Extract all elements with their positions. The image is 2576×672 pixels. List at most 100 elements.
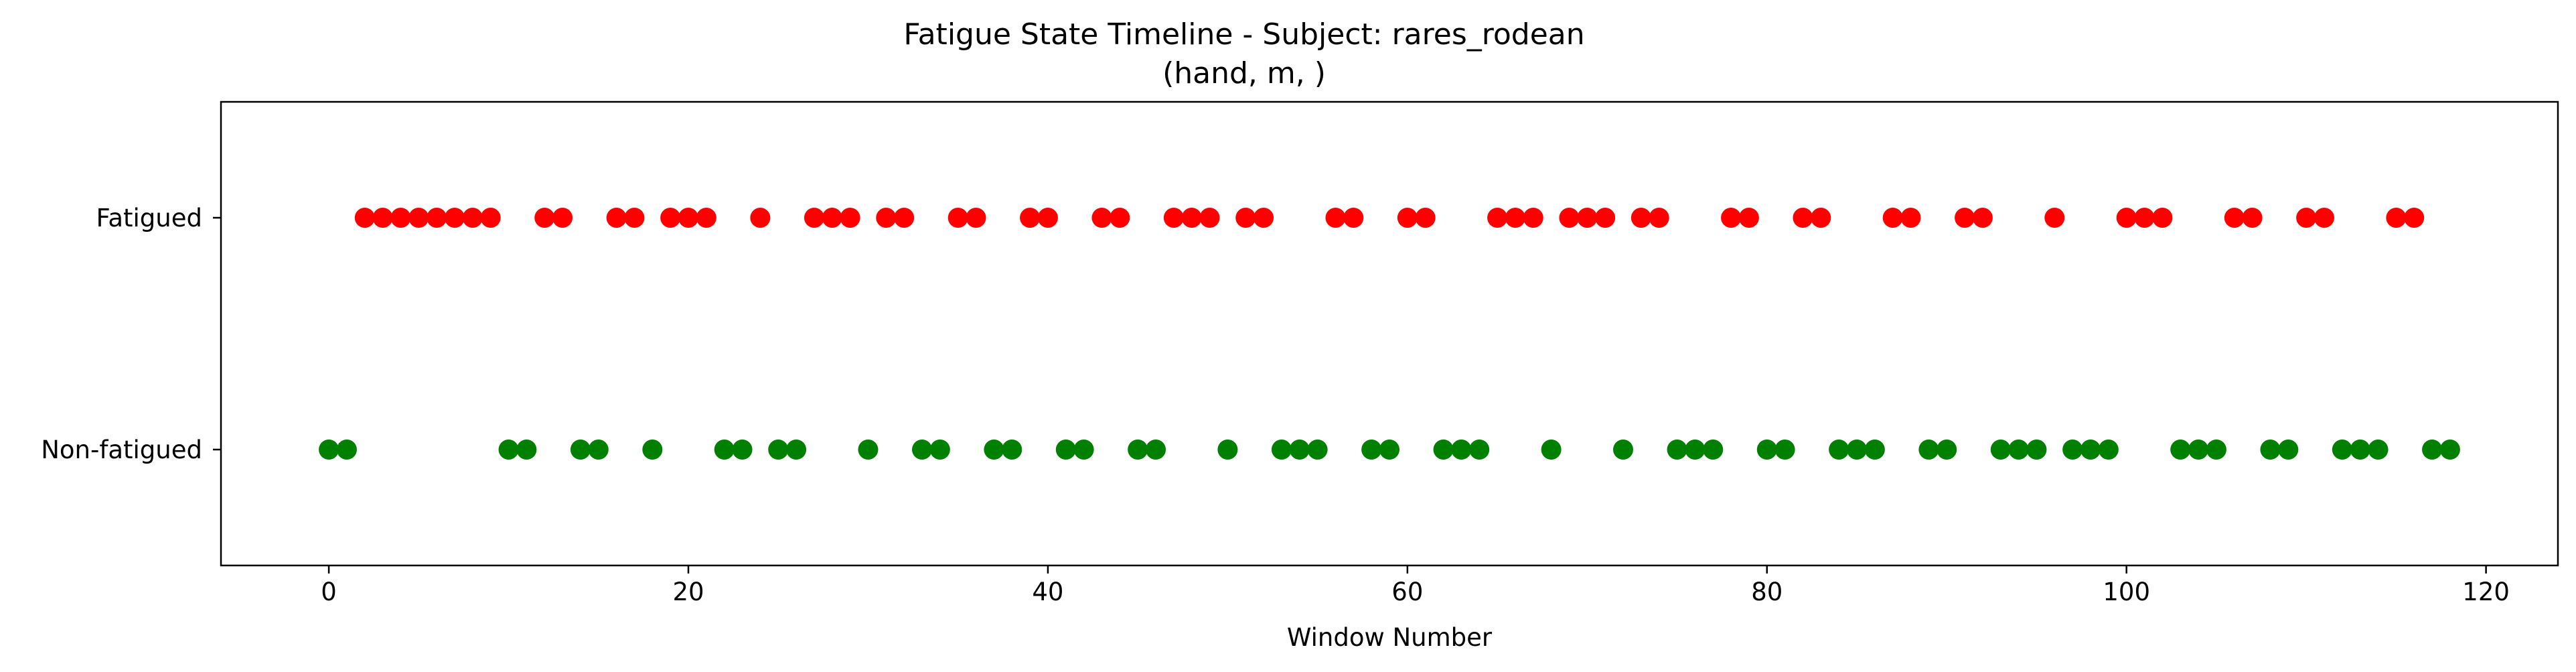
non-fatigued-point: [732, 440, 753, 460]
fatigued-point: [1199, 208, 1220, 228]
non-fatigued-point: [1073, 440, 1094, 460]
non-fatigued-point: [912, 440, 932, 460]
y-axis: Non-fatigued Fatigued: [41, 204, 221, 464]
non-fatigued-point: [1433, 440, 1454, 460]
fatigued-point: [1020, 208, 1041, 228]
x-tick-label: 20: [672, 578, 704, 606]
fatigued-point: [1325, 208, 1346, 228]
fatigued-point: [1254, 208, 1274, 228]
fatigued-point: [678, 208, 698, 228]
fatigued-point: [1649, 208, 1669, 228]
non-fatigued-point: [768, 440, 789, 460]
fatigued-point: [1397, 208, 1418, 228]
fatigued-point: [1163, 208, 1184, 228]
fatigued-point: [1487, 208, 1508, 228]
fatigued-point: [822, 208, 842, 228]
non-fatigued-point: [1937, 440, 1957, 460]
x-axis: 0 20 40 60 80 100 120: [321, 565, 2510, 606]
non-fatigued-point: [1002, 440, 1022, 460]
non-fatigued-point: [1541, 440, 1562, 460]
fatigued-point: [1091, 208, 1112, 228]
fatigued-point: [390, 208, 411, 228]
non-fatigued-point: [1847, 440, 1867, 460]
non-fatigued-point: [2260, 440, 2281, 460]
non-fatigued-point: [1469, 440, 1490, 460]
fatigued-point: [427, 208, 447, 228]
non-fatigued-point: [319, 440, 339, 460]
fatigued-point: [1721, 208, 1742, 228]
fatigued-point: [2386, 208, 2407, 228]
non-fatigued-point: [588, 440, 609, 460]
non-fatigued-point: [642, 440, 663, 460]
non-fatigued-point: [1918, 440, 1939, 460]
fatigued-point: [606, 208, 627, 228]
non-fatigued-point: [1289, 440, 1310, 460]
fatigued-point: [1559, 208, 1580, 228]
fatigued-point: [1882, 208, 1903, 228]
fatigued-point: [408, 208, 429, 228]
non-fatigued-point: [2098, 440, 2119, 460]
non-fatigued-point: [2026, 440, 2047, 460]
fatigued-point: [1415, 208, 1436, 228]
chart-subtitle: (hand, m, ): [1162, 56, 1326, 90]
fatigued-point: [624, 208, 645, 228]
non-fatigued-point: [1774, 440, 1795, 460]
non-fatigued-point: [1451, 440, 1472, 460]
non-fatigued-point: [2008, 440, 2029, 460]
non-fatigued-point: [2188, 440, 2209, 460]
non-fatigued-point: [858, 440, 879, 460]
non-fatigued-point: [1379, 440, 1399, 460]
non-fatigued-point: [1217, 440, 1238, 460]
chart-title: Fatigue State Timeline - Subject: rares_…: [903, 17, 1584, 52]
y-tick-label: Non-fatigued: [41, 435, 202, 464]
non-fatigued-point: [2439, 440, 2460, 460]
fatigued-point: [1235, 208, 1256, 228]
non-fatigued-point: [1146, 440, 1166, 460]
fatigued-point: [1110, 208, 1130, 228]
fatigued-point: [966, 208, 986, 228]
fatigued-point: [1900, 208, 1921, 228]
fatigued-point: [1523, 208, 1543, 228]
non-fatigued-point: [1271, 440, 1292, 460]
non-fatigued-point: [336, 440, 357, 460]
fatigued-point: [1037, 208, 1058, 228]
fatigued-point: [462, 208, 483, 228]
x-axis-label: Window Number: [1287, 623, 1493, 652]
non-fatigued-point: [2170, 440, 2191, 460]
data-points: [319, 208, 2460, 460]
fatigued-point: [1595, 208, 1616, 228]
fatigued-point: [2116, 208, 2137, 228]
fatigued-point: [552, 208, 573, 228]
fatigued-point: [2314, 208, 2334, 228]
fatigued-point: [2242, 208, 2263, 228]
non-fatigued-point: [2332, 440, 2352, 460]
non-fatigued-point: [1055, 440, 1076, 460]
non-fatigued-point: [1864, 440, 1885, 460]
x-tick-label: 60: [1391, 578, 1423, 606]
fatigued-point: [840, 208, 860, 228]
fatigued-point: [2044, 208, 2065, 228]
non-fatigued-point: [2422, 440, 2443, 460]
fatigued-point: [1577, 208, 1598, 228]
fatigued-point: [2152, 208, 2173, 228]
non-fatigued-point: [1613, 440, 1633, 460]
y-tick-label: Fatigued: [96, 204, 202, 232]
non-fatigued-point: [786, 440, 807, 460]
fatigued-point: [1972, 208, 1993, 228]
fatigued-point: [1738, 208, 1759, 228]
non-fatigued-point: [570, 440, 591, 460]
non-fatigued-point: [498, 440, 519, 460]
fatigued-point: [2224, 208, 2245, 228]
fatigued-point: [2404, 208, 2425, 228]
non-fatigued-point: [984, 440, 1004, 460]
non-fatigued-point: [1756, 440, 1777, 460]
x-tick-label: 100: [2103, 578, 2150, 606]
fatigued-point: [1631, 208, 1651, 228]
non-fatigued-point: [714, 440, 735, 460]
fatigued-point: [2134, 208, 2155, 228]
fatigued-point: [354, 208, 375, 228]
fatigued-point: [1505, 208, 1525, 228]
fatigued-point: [876, 208, 897, 228]
